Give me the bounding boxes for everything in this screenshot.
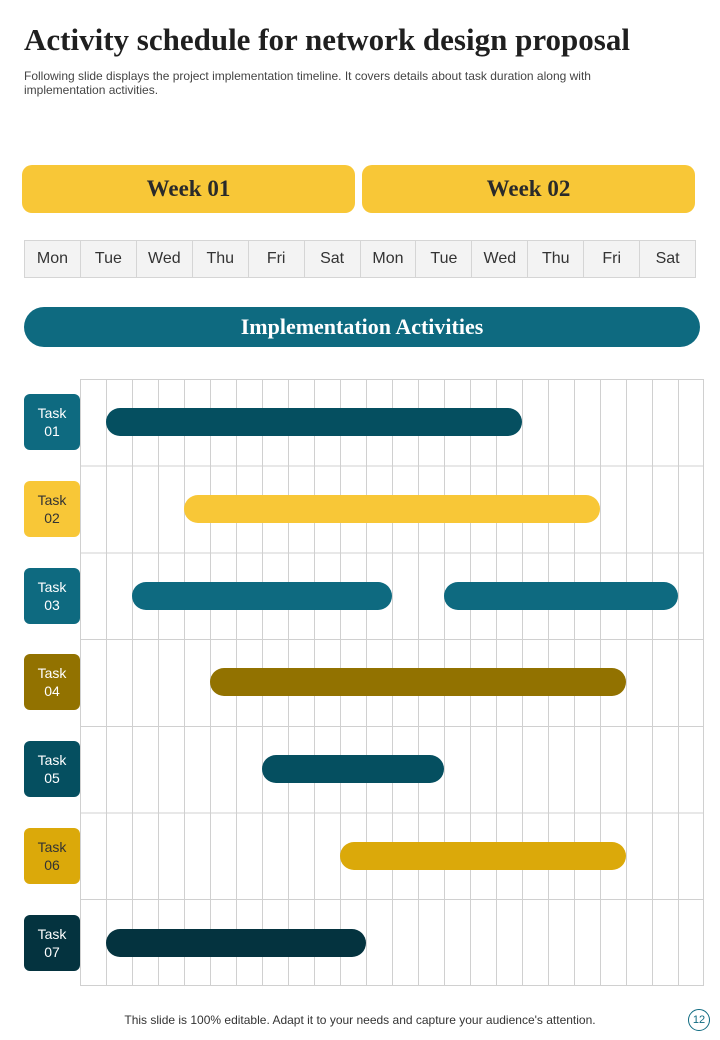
task-1-bar [106,408,522,437]
task-label-1: Task 01 [24,394,80,451]
task-5-bar [262,755,444,784]
task-3-bar-1 [132,581,392,610]
day-cell: Thu [528,241,585,277]
task-2-bar [184,495,600,524]
day-cell: Fri [249,241,305,277]
task-label-6: Task 06 [24,827,80,884]
page-number: 12 [688,1009,710,1031]
task-3-bar-2 [444,581,678,610]
day-cell: Thu [193,241,249,277]
section-heading: Implementation Activities [24,307,700,347]
week-header-2: Week 02 [362,165,695,213]
day-cell: Sat [305,241,361,277]
task-label-5: Task 05 [24,741,80,798]
task-label-7: Task 07 [24,914,80,971]
day-cell: Mon [25,241,81,277]
task-7-bar [106,928,366,957]
day-cell: Wed [472,241,529,277]
task-label-3: Task 03 [24,567,80,624]
day-cell: Wed [137,241,193,277]
task-6-bar [340,841,626,870]
page-subtitle: Following slide displays the project imp… [24,69,591,97]
task-label-4: Task 04 [24,654,80,711]
day-cell: Tue [81,241,137,277]
footer-note: This slide is 100% editable. Adapt it to… [124,1013,596,1027]
day-cell: Tue [416,241,473,277]
week-header-1: Week 01 [22,165,355,213]
day-header-row: Mon Tue Wed Thu Fri Sat Mon Tue Wed Thu … [24,240,696,278]
day-cell: Sat [655,250,680,267]
day-cell: Fri [584,241,641,277]
task-label-2: Task 02 [24,481,80,538]
page-title: Activity schedule for network design pro… [24,22,630,57]
task-4-bar [210,668,626,697]
day-cell: Mon [361,241,417,277]
